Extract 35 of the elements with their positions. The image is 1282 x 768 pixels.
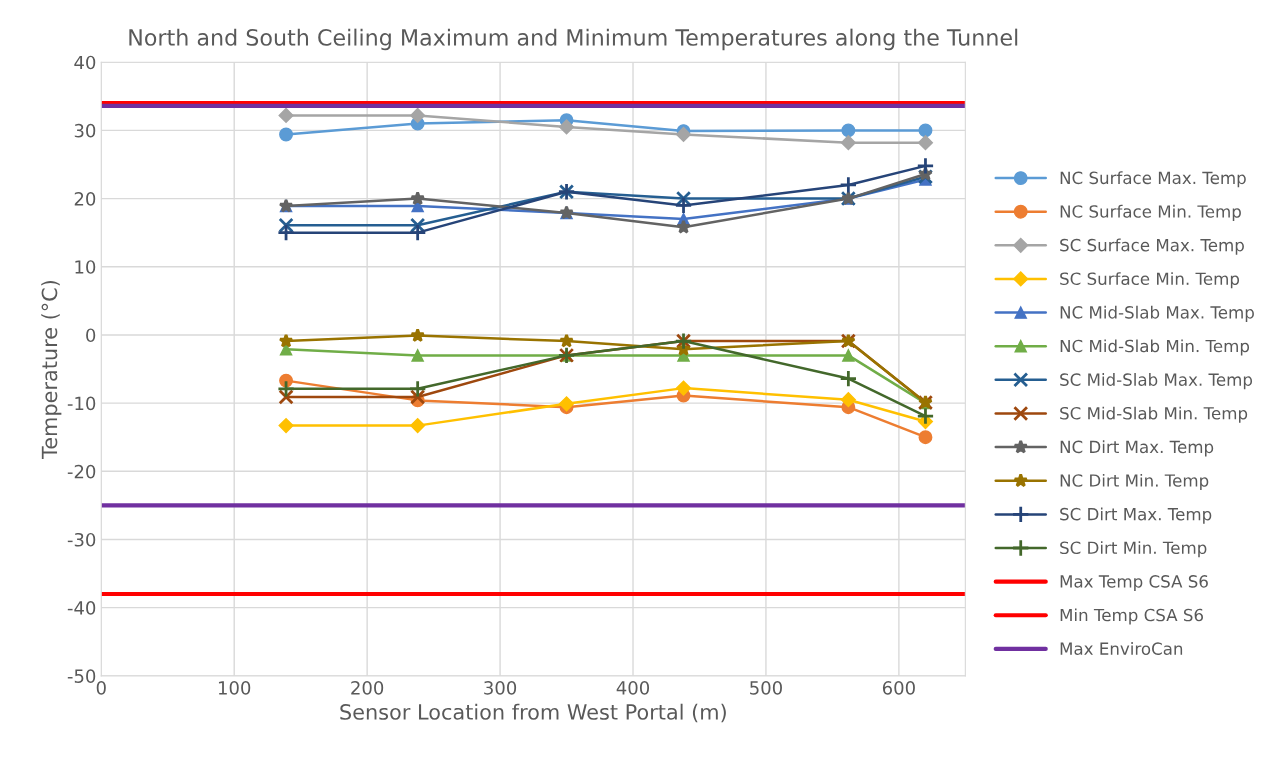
x-tick-label: 100 — [218, 681, 251, 695]
y-tick-label: 20 — [74, 192, 96, 206]
legend-label: Max EnviroCan — [1060, 642, 1183, 655]
y-tick-label: -10 — [67, 396, 96, 411]
y-tick-label: -30 — [67, 532, 96, 547]
x-tick-label: 0 — [96, 681, 106, 695]
y-tick-label: -40 — [67, 601, 96, 615]
x-tick-label: 400 — [616, 681, 650, 695]
legend-label: SC Surface Max. Temp — [1060, 238, 1244, 255]
legend-label: SC Dirt Max. Temp — [1060, 507, 1212, 524]
y-tick-label: 40 — [74, 55, 96, 70]
y-tick-label: 0 — [86, 328, 96, 343]
legend-label: NC Mid-Slab Max. Temp — [1060, 305, 1254, 322]
x-tick-label: 500 — [750, 681, 782, 695]
legend-label: SC Mid-Slab Max. Temp — [1060, 373, 1253, 390]
legend-label: NC Dirt Min. Temp — [1060, 473, 1209, 491]
legend-label: NC Surface Min. Temp — [1060, 204, 1241, 221]
x-tick-label: 300 — [484, 681, 517, 695]
legend-label: SC Surface Min. Temp — [1060, 272, 1240, 289]
legend-label: NC Dirt Max. Temp — [1060, 440, 1214, 457]
chart-title: North and South Ceiling Maximum and Minimum Temperatures along the Tunnel — [129, 28, 1018, 51]
x-tick-label: 200 — [351, 681, 384, 695]
y-tick-label: -50 — [67, 669, 96, 683]
y-tick-label: 10 — [75, 260, 96, 274]
y-tick-label: 30 — [74, 123, 96, 138]
legend-label: NC Surface Max. Temp — [1060, 171, 1246, 188]
legend-label: NC Mid-Slab Min. Temp — [1060, 339, 1250, 356]
legend-label: Max Temp CSA S6 — [1060, 575, 1208, 591]
x-axis-title: Sensor Location from West Portal (m) — [340, 703, 726, 723]
y-axis-title: Temperature (°C) — [41, 280, 62, 459]
legend-label: SC Mid-Slab Min. Temp — [1060, 406, 1248, 423]
legend-label: SC Dirt Min. Temp — [1060, 541, 1207, 558]
x-tick-label: 600 — [882, 681, 915, 695]
legend-label: Min Temp CSA S6 — [1060, 608, 1204, 625]
y-tick-label: -20 — [67, 464, 96, 479]
